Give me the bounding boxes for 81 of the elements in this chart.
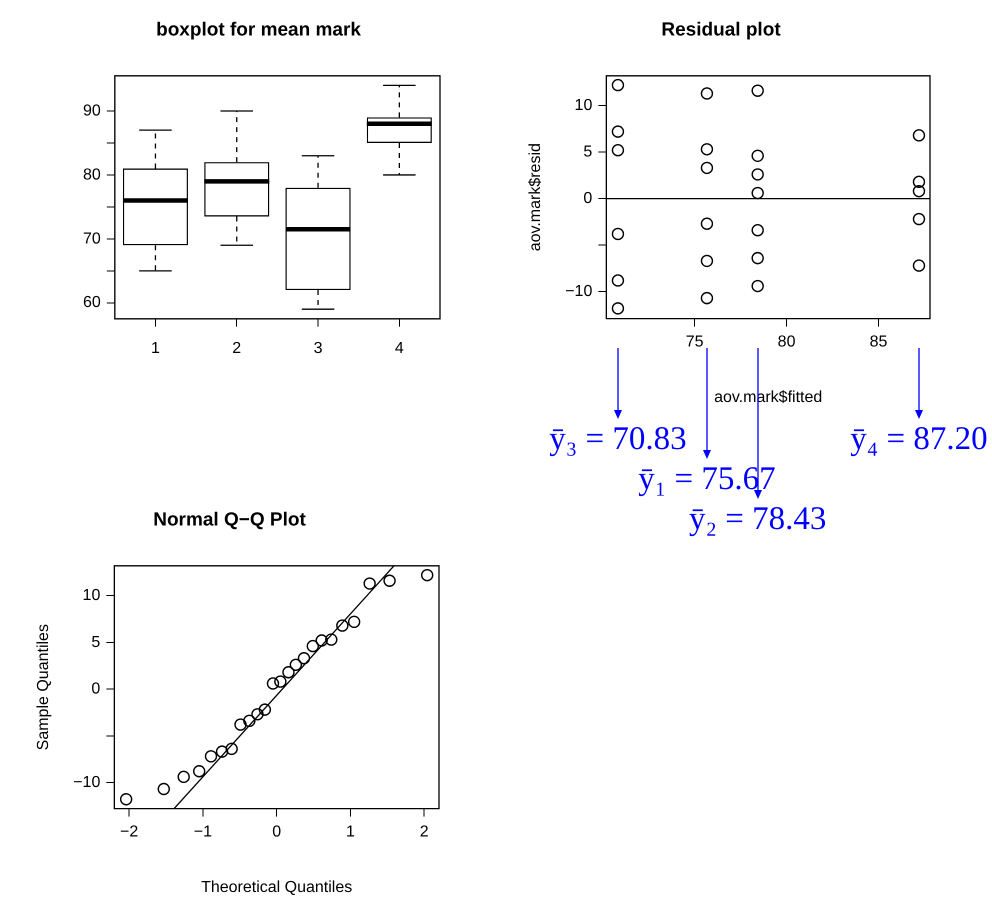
point	[751, 84, 764, 97]
x-tick-label: −2	[120, 824, 138, 841]
point	[192, 765, 206, 778]
point	[700, 292, 714, 304]
point	[315, 634, 328, 647]
x-tick-label: 4	[394, 340, 404, 357]
y-tick-label: −10	[565, 283, 592, 300]
y-tick-label: 90	[83, 102, 101, 120]
point	[751, 280, 764, 292]
y-tick-label: 70	[83, 230, 101, 248]
point	[912, 259, 926, 272]
point	[258, 703, 272, 716]
x-tick-label: 85	[870, 334, 888, 351]
point	[178, 770, 190, 784]
point	[612, 302, 624, 315]
point	[912, 212, 926, 226]
x-tick-label: 2	[232, 340, 242, 357]
point	[336, 619, 349, 632]
x-tick-label: 2	[420, 824, 429, 841]
point	[251, 708, 264, 720]
x-tick-label: 75	[686, 334, 704, 351]
y-tick-label: 0	[91, 680, 100, 698]
point	[751, 224, 764, 236]
point	[216, 745, 228, 758]
point	[298, 652, 310, 664]
x-tick-label: 1	[346, 824, 356, 841]
point	[158, 782, 170, 796]
chart-title: boxplot for mean mark	[156, 20, 362, 41]
x-tick-label: −1	[194, 824, 212, 841]
point	[306, 640, 320, 652]
point	[751, 252, 764, 264]
point	[612, 228, 624, 240]
point	[290, 658, 302, 671]
chart-title: Residual plot	[661, 20, 782, 41]
point	[234, 718, 247, 731]
point	[243, 714, 256, 728]
y-tick-label: 5	[91, 634, 100, 651]
point	[612, 125, 624, 138]
x-tick-label: 80	[778, 334, 796, 351]
point	[912, 184, 926, 198]
point	[612, 144, 624, 156]
y-tick-label: 10	[574, 96, 592, 114]
y-tick-label: 5	[583, 143, 592, 160]
point	[120, 793, 132, 806]
point	[612, 78, 624, 92]
point	[700, 87, 714, 100]
text: ȳ₃ = 70.83	[549, 420, 687, 457]
point	[751, 150, 764, 162]
y-axis-title: aov.mark$resid	[527, 143, 544, 252]
point	[751, 186, 764, 200]
y-tick-label: 60	[83, 294, 101, 312]
point	[420, 568, 434, 582]
x-tick-label: 0	[272, 824, 282, 841]
point	[612, 274, 624, 287]
point	[225, 742, 238, 756]
point	[325, 633, 338, 646]
text: ȳ₂ = 78.43	[689, 500, 826, 537]
x-tick-label: 3	[314, 340, 323, 357]
point	[348, 616, 360, 628]
y-tick-label: 0	[583, 190, 592, 207]
point	[751, 168, 764, 181]
point	[363, 577, 376, 590]
x-tick-label: 1	[150, 340, 160, 357]
y-tick-label: 10	[82, 587, 100, 604]
point	[700, 218, 714, 230]
point	[383, 574, 396, 587]
point	[912, 129, 926, 142]
text: ȳ₄ = 87.20	[850, 420, 988, 457]
point	[700, 143, 714, 156]
chart-title: Normal Q−Q Plot	[153, 510, 306, 531]
point	[282, 666, 295, 678]
y-tick-label: 80	[83, 166, 101, 184]
point	[700, 162, 714, 174]
point	[274, 675, 287, 688]
y-axis-title: Sample Quantiles	[35, 624, 52, 750]
y-tick-label: −10	[73, 774, 100, 791]
x-axis-title: Theoretical Quantiles	[201, 878, 352, 896]
point	[912, 176, 926, 188]
point	[266, 677, 280, 690]
point	[700, 254, 714, 268]
point	[204, 750, 218, 763]
